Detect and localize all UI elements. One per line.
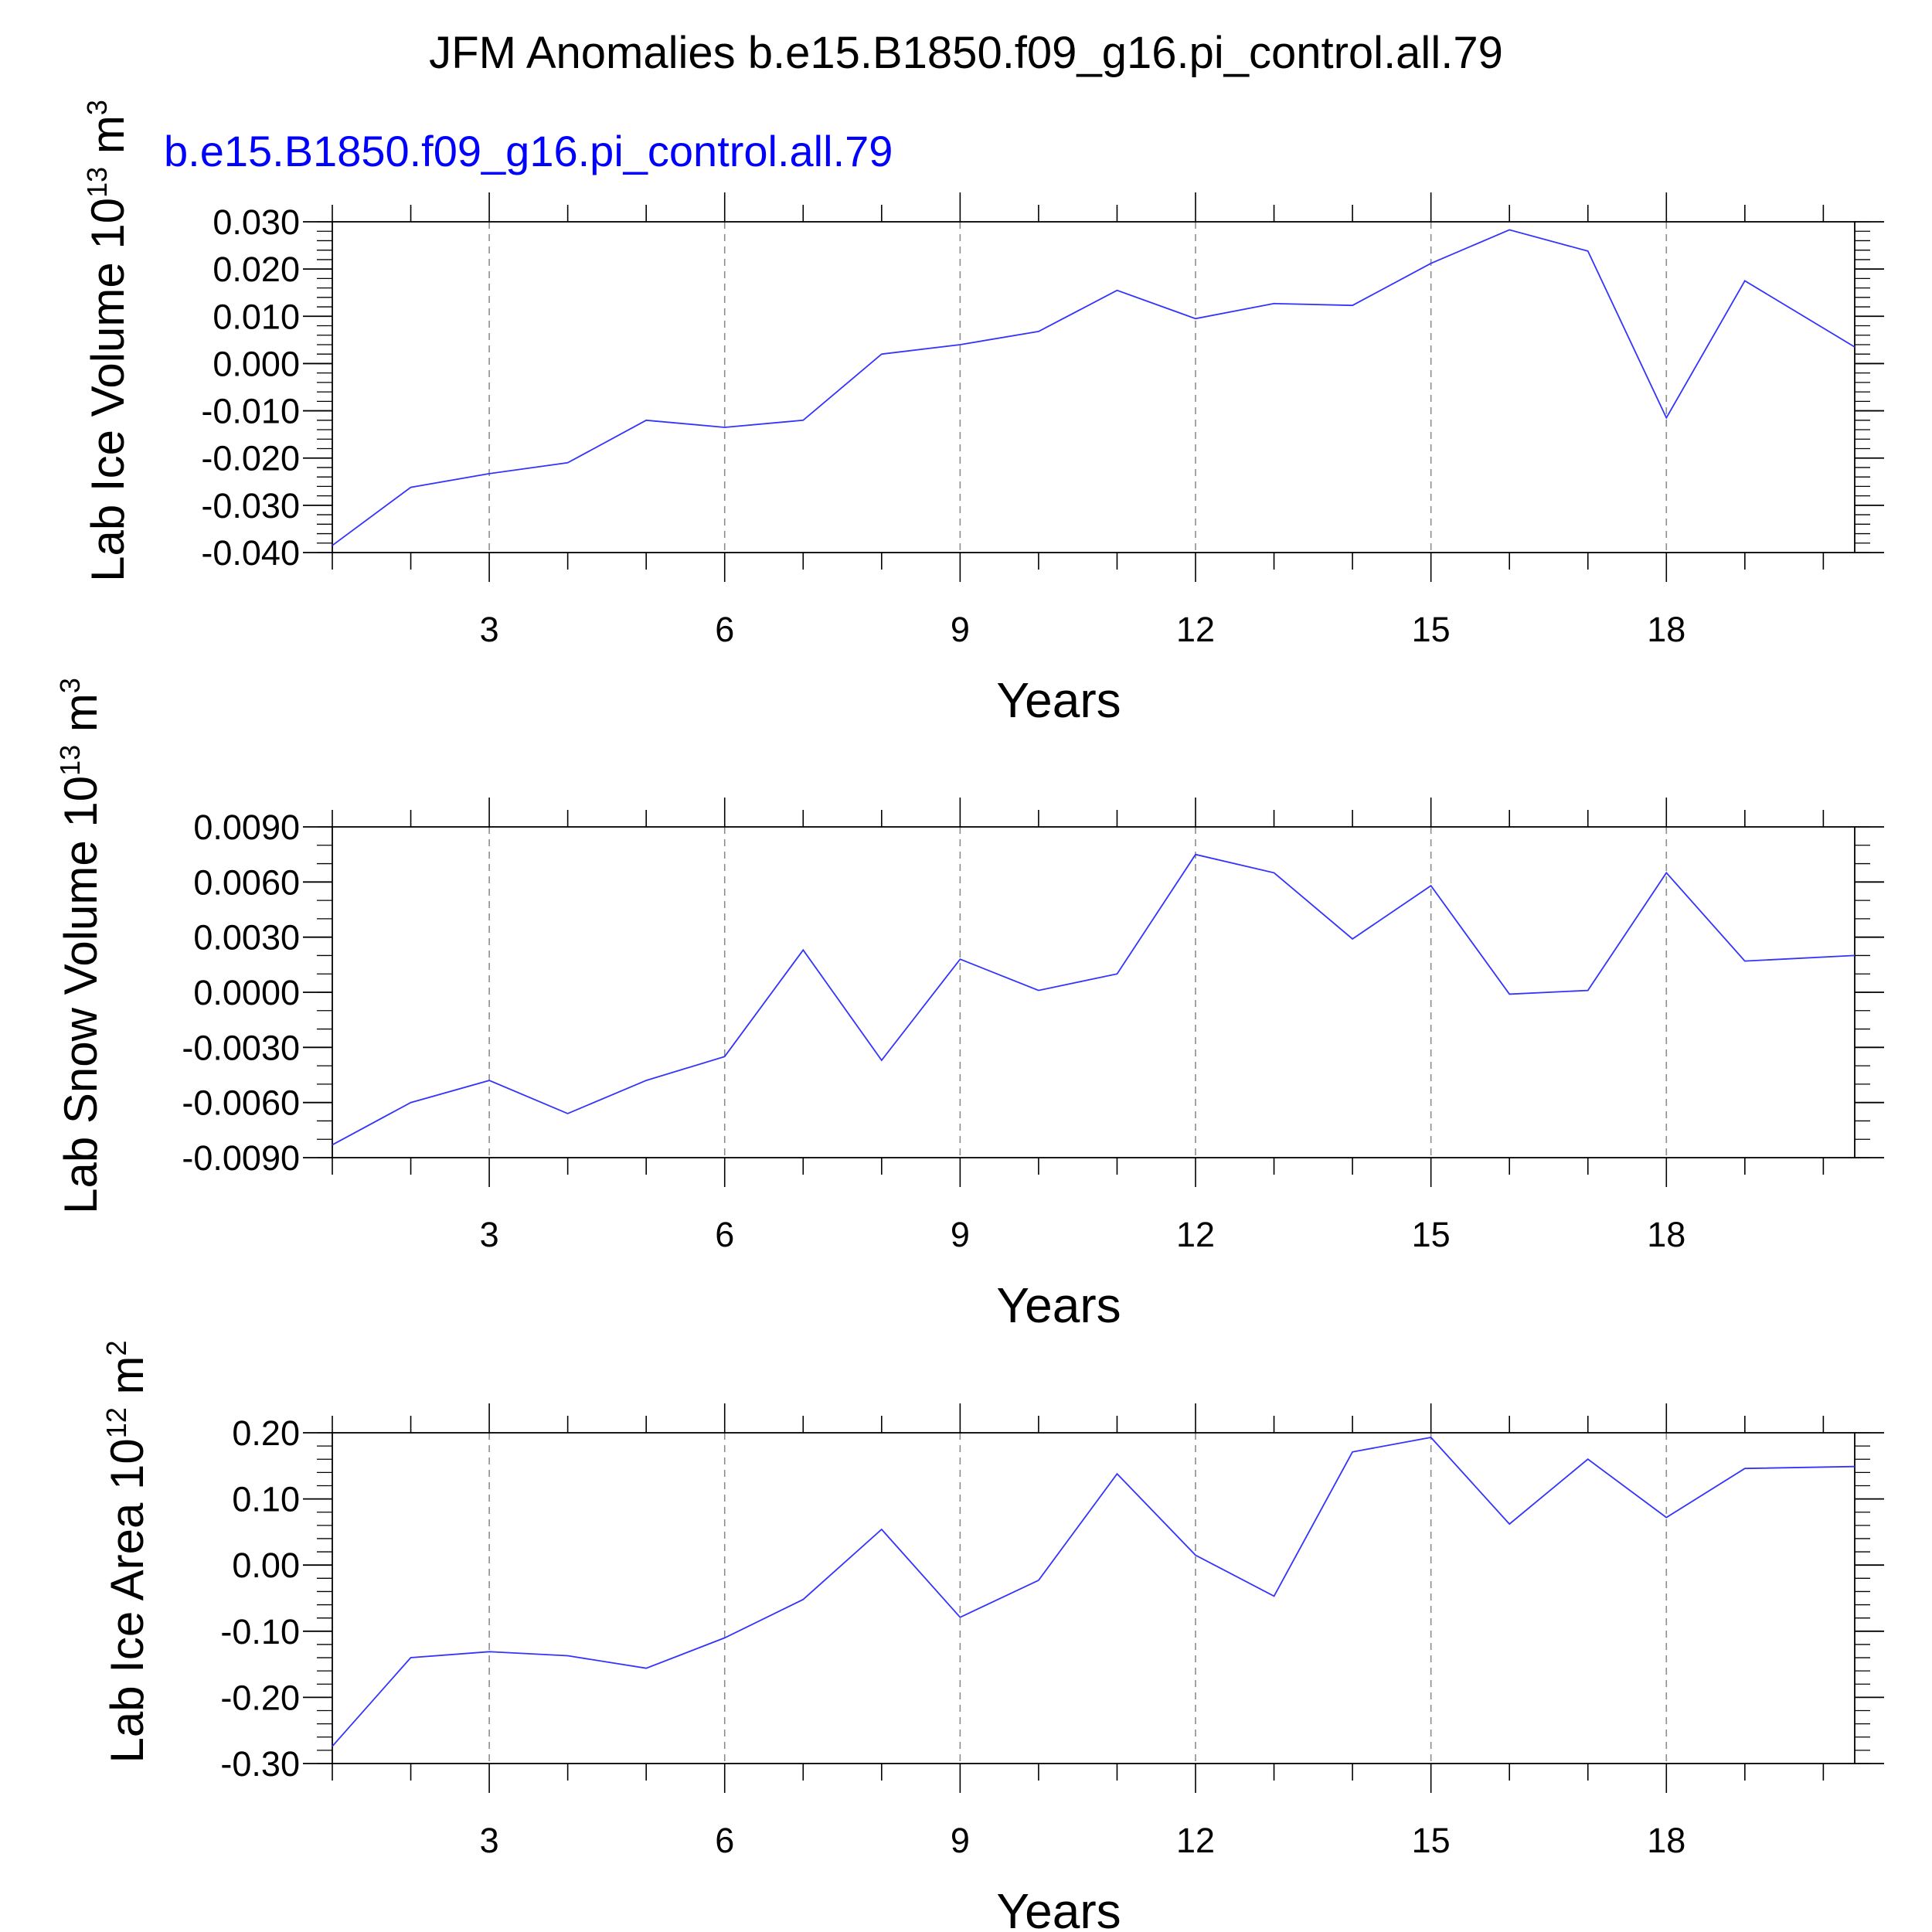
plot-frame [332,826,1855,1158]
y-tick-label: -0.20 [220,1678,300,1717]
plot-frame [332,1432,1855,1764]
x-tick-label: 3 [480,1215,499,1254]
y-tick-label: -0.030 [201,486,300,526]
y-tick-label: 0.20 [232,1413,300,1453]
y-axis-label-part: Lab Snow Volume 10 [55,776,107,1214]
y-tick-label: 0.020 [213,250,300,289]
x-tick-label: 3 [480,1821,499,1860]
y-axis-label-superscript: 13 [81,167,113,198]
main-title: JFM Anomalies b.e15.B1850.f09_g16.pi_con… [429,28,1503,78]
y-axis-label-superscript: 12 [100,1407,132,1438]
series-line [332,229,1855,546]
y-tick-label: -0.30 [220,1744,300,1784]
x-tick-label: 3 [480,610,499,649]
y-axis-label-part: m [101,1356,153,1408]
panel-snow-volume: -0.0090 -0.0060 -0.0030 0.0000 0.0030 0.0060 0… [54,678,1884,1333]
panel-ice-area: -0.30 -0.20 -0.10 0.00 0.10 0.20 3 6 9 12 15 18 Year… [100,1340,1884,1932]
x-tick-label: 9 [951,1821,970,1860]
x-tick-label: 6 [715,1821,734,1860]
y-axis-label-part: Lab Ice Volume 10 [82,198,134,582]
x-tick-label: 15 [1412,1821,1451,1860]
subtitle: b.e15.B1850.f09_g16.pi_control.all.79 [164,127,893,175]
x-axis-label: Years [996,1277,1121,1333]
y-axis-label-superscript: 2 [100,1340,132,1355]
panel-ice-volume: -0.040 -0.030 -0.020 -0.010 0.000 0.010 0.020 0… [81,100,1884,728]
y-axis-label-part: Lab Ice Area 10 [101,1438,153,1763]
y-tick-label: 0.0090 [193,808,300,847]
y-axis-label: Lab Ice Area 1012 m2 [100,1340,153,1763]
x-tick-label: 6 [715,1215,734,1254]
y-tick-label: 0.030 [213,202,300,242]
y-tick-label: 0.00 [232,1546,300,1585]
y-tick-label: -0.0090 [182,1138,300,1178]
x-axis-label: Years [996,1883,1121,1932]
y-tick-label: -0.0030 [182,1028,300,1067]
y-tick-label: 0.000 [213,344,300,383]
x-tick-label: 9 [951,1215,970,1254]
y-tick-label: -0.010 [201,392,300,431]
x-tick-label: 18 [1647,610,1685,649]
y-axis-label: Lab Snow Volume 1013 m3 [54,678,107,1214]
x-tick-label: 12 [1176,610,1215,649]
x-tick-label: 18 [1647,1215,1685,1254]
y-tick-label: 0.10 [232,1480,300,1519]
y-tick-label: 0.0030 [193,918,300,957]
x-tick-label: 9 [951,610,970,649]
y-axis-label-superscript: 3 [54,678,86,693]
y-tick-label: -0.020 [201,439,300,478]
x-tick-label: 18 [1647,1821,1685,1860]
x-tick-label: 12 [1176,1215,1215,1254]
y-tick-label: 0.010 [213,297,300,336]
series-line [332,853,1855,1146]
y-axis-label-superscript: 3 [81,100,113,115]
series-line [332,1437,1855,1747]
x-tick-label: 15 [1412,610,1451,649]
y-tick-label: -0.040 [201,533,300,573]
y-tick-label: -0.0060 [182,1083,300,1123]
y-axis-label: Lab Ice Volume 1013 m3 [81,100,134,582]
x-axis-label: Years [996,672,1121,728]
x-tick-label: 15 [1412,1215,1451,1254]
x-tick-label: 6 [715,610,734,649]
y-axis-label-part: m [82,115,134,167]
y-tick-label: -0.10 [220,1612,300,1651]
y-tick-label: 0.0000 [193,973,300,1012]
y-axis-label-superscript: 13 [54,745,86,776]
plot-frame [332,221,1855,553]
y-axis-label-part: m [55,693,107,745]
y-tick-label: 0.0060 [193,862,300,902]
x-tick-label: 12 [1176,1821,1215,1860]
